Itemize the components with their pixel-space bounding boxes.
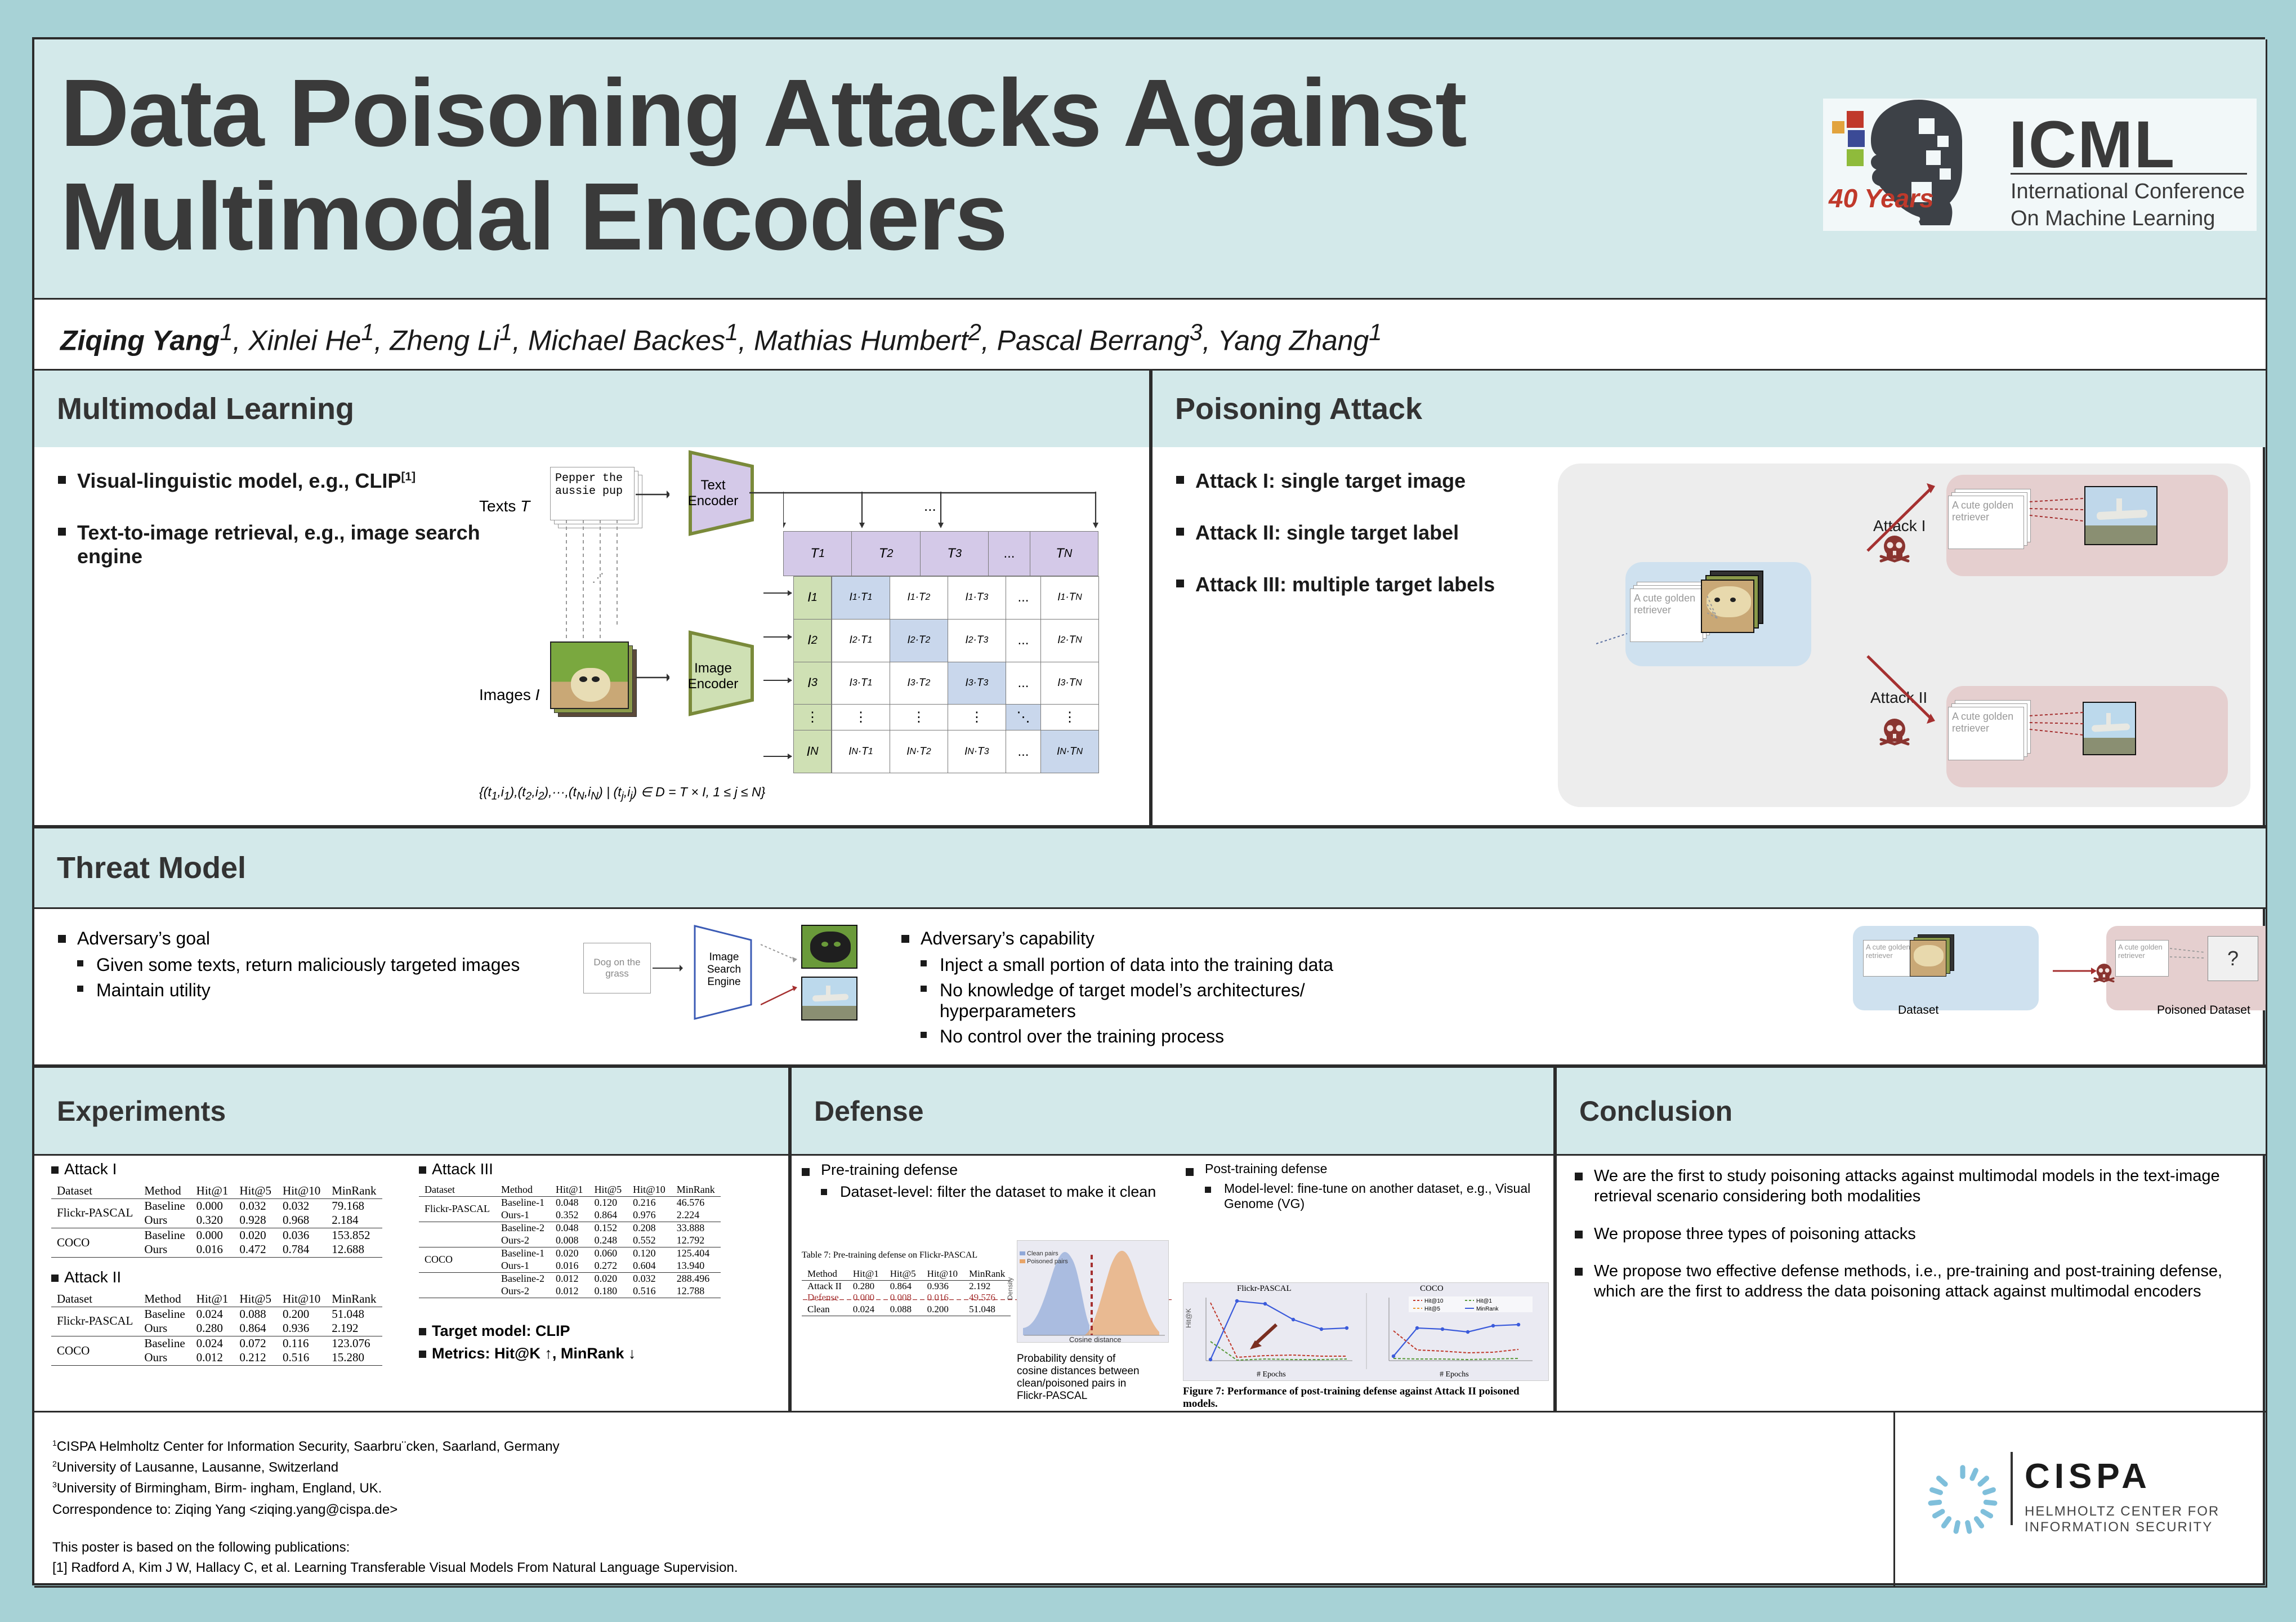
svg-text:Hit@10: Hit@10	[1424, 1298, 1444, 1304]
svg-text:MinRank: MinRank	[1476, 1306, 1499, 1312]
svg-text:Hit@1: Hit@1	[1476, 1298, 1492, 1304]
svg-text:Poisoned pairs: Poisoned pairs	[1027, 1258, 1068, 1265]
svg-text:Hit@5: Hit@5	[1424, 1306, 1440, 1312]
svg-text:Clean pairs: Clean pairs	[1027, 1250, 1058, 1257]
